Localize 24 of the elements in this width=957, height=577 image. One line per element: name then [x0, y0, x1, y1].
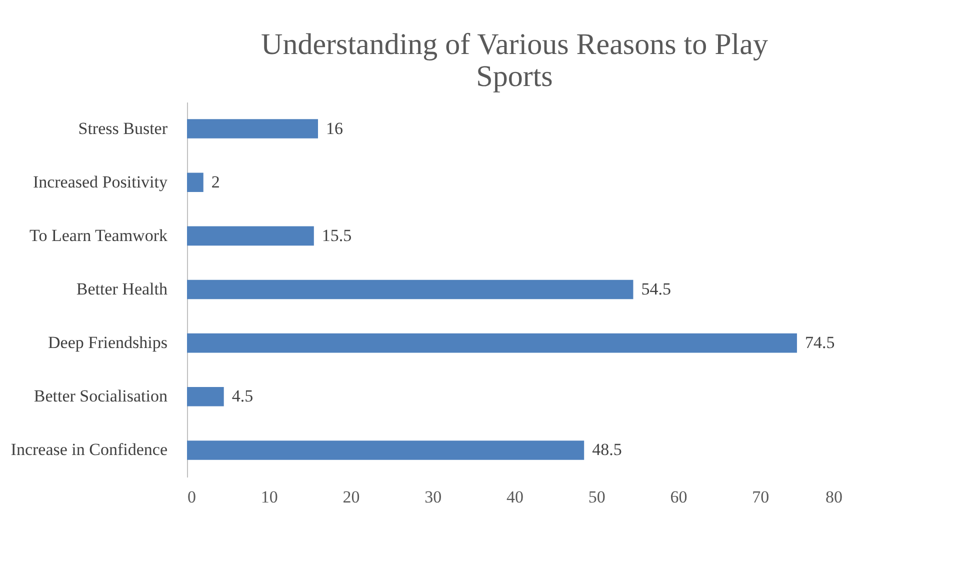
x-tick-label: 60 [670, 488, 688, 506]
y-tick-label: Stress Buster [78, 118, 168, 138]
data-label: 4.5 [232, 386, 254, 406]
data-label: 48.5 [592, 440, 622, 460]
y-tick-label: Increased Positivity [32, 172, 168, 192]
y-tick-label: Increase in Confidence [10, 440, 168, 460]
y-tick-label: Better Socialisation [34, 386, 168, 406]
data-label: 16 [326, 118, 343, 138]
x-tick-label: 30 [424, 488, 442, 506]
chart-title: Understanding of Various Reasons to Play Sports [261, 28, 768, 93]
data-label: 74.5 [804, 333, 835, 352]
x-tick-label: 0 [188, 488, 196, 506]
data-label: 54.5 [641, 280, 671, 298]
x-tick-label: 20 [342, 488, 360, 506]
y-tick-label: Better Health [76, 280, 168, 298]
y-tick-label: Deep Friendships [48, 333, 168, 352]
x-tick-label: 10 [260, 488, 278, 506]
data-label: 15.5 [322, 226, 352, 245]
x-tick-label: 80 [826, 488, 842, 506]
x-tick-label: 50 [588, 488, 606, 506]
x-tick-label: 40 [506, 488, 524, 506]
data-label: 2 [211, 172, 220, 192]
x-tick-label: 70 [752, 488, 770, 506]
y-tick-label: To Learn Teamwork [30, 226, 168, 245]
